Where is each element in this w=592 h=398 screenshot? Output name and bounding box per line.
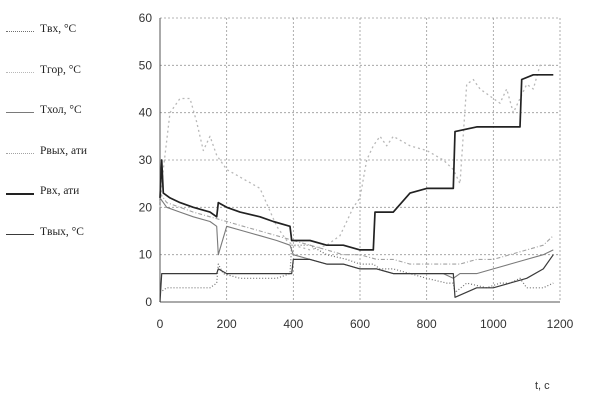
legend-item: Tхол, °C	[6, 99, 156, 127]
x-axis-label: t, c	[535, 380, 550, 392]
x-tick-label: 800	[417, 317, 437, 331]
x-tick-label: 1000	[480, 317, 507, 331]
x-tick-label: 1200	[547, 317, 574, 331]
legend-item: Pвых, ати	[6, 140, 156, 168]
y-tick-label: 30	[139, 153, 153, 167]
legend-label-t-gor: Tгор, °C	[40, 63, 81, 76]
series-lines	[159, 64, 554, 303]
grid	[159, 17, 561, 303]
legend-label-p-out: Pвых, ати	[40, 144, 88, 157]
y-tick-label: 10	[139, 248, 153, 262]
x-tick-label: 600	[350, 317, 370, 331]
series-line-3	[159, 192, 554, 265]
y-tick-label: 60	[139, 11, 153, 25]
legend-label-t-out: Tвых, °C	[40, 225, 84, 238]
legend-label-t-in: Tвх, °C	[40, 23, 77, 35]
legend-label-t-hol: Tхол, °C	[40, 104, 82, 117]
legend-swatch-t-out	[6, 233, 34, 235]
y-tick-labels: 0 10 20 30 40 50 60	[139, 11, 153, 309]
x-tick-label: 200	[217, 317, 237, 331]
legend-swatch-t-hol	[6, 112, 34, 114]
legend-item: Tвых, °C	[6, 221, 156, 249]
y-tick-label: 0	[145, 295, 152, 309]
series-line-4	[159, 73, 554, 251]
legend-swatch-t-in	[6, 31, 34, 32]
x-tick-label: 400	[283, 317, 303, 331]
y-tick-label: 50	[139, 58, 153, 72]
legend-item: Pвх, ати	[6, 180, 156, 208]
series-line-1	[159, 64, 554, 251]
x-tick-label: 0	[157, 317, 164, 331]
series-line-0	[159, 244, 554, 294]
x-tick-labels: 0 200 400 600 800 1000 1200	[157, 317, 574, 331]
legend: Tвх, °C Tгор, °C Tхол, °C Pвых, ати Pвх,…	[6, 18, 156, 262]
legend-label-p-in: Pвх, ати	[40, 185, 80, 198]
legend-item: Tвх, °C	[6, 18, 156, 46]
y-tick-label: 20	[139, 200, 153, 214]
legend-swatch-p-in	[6, 193, 34, 196]
legend-swatch-p-out	[6, 152, 34, 154]
legend-item: Tгор, °C	[6, 59, 156, 87]
y-tick-label: 40	[139, 106, 153, 120]
series-line-5	[159, 254, 554, 303]
legend-swatch-t-gor	[6, 71, 34, 73]
axes	[159, 18, 560, 303]
series-line-2	[159, 197, 554, 279]
